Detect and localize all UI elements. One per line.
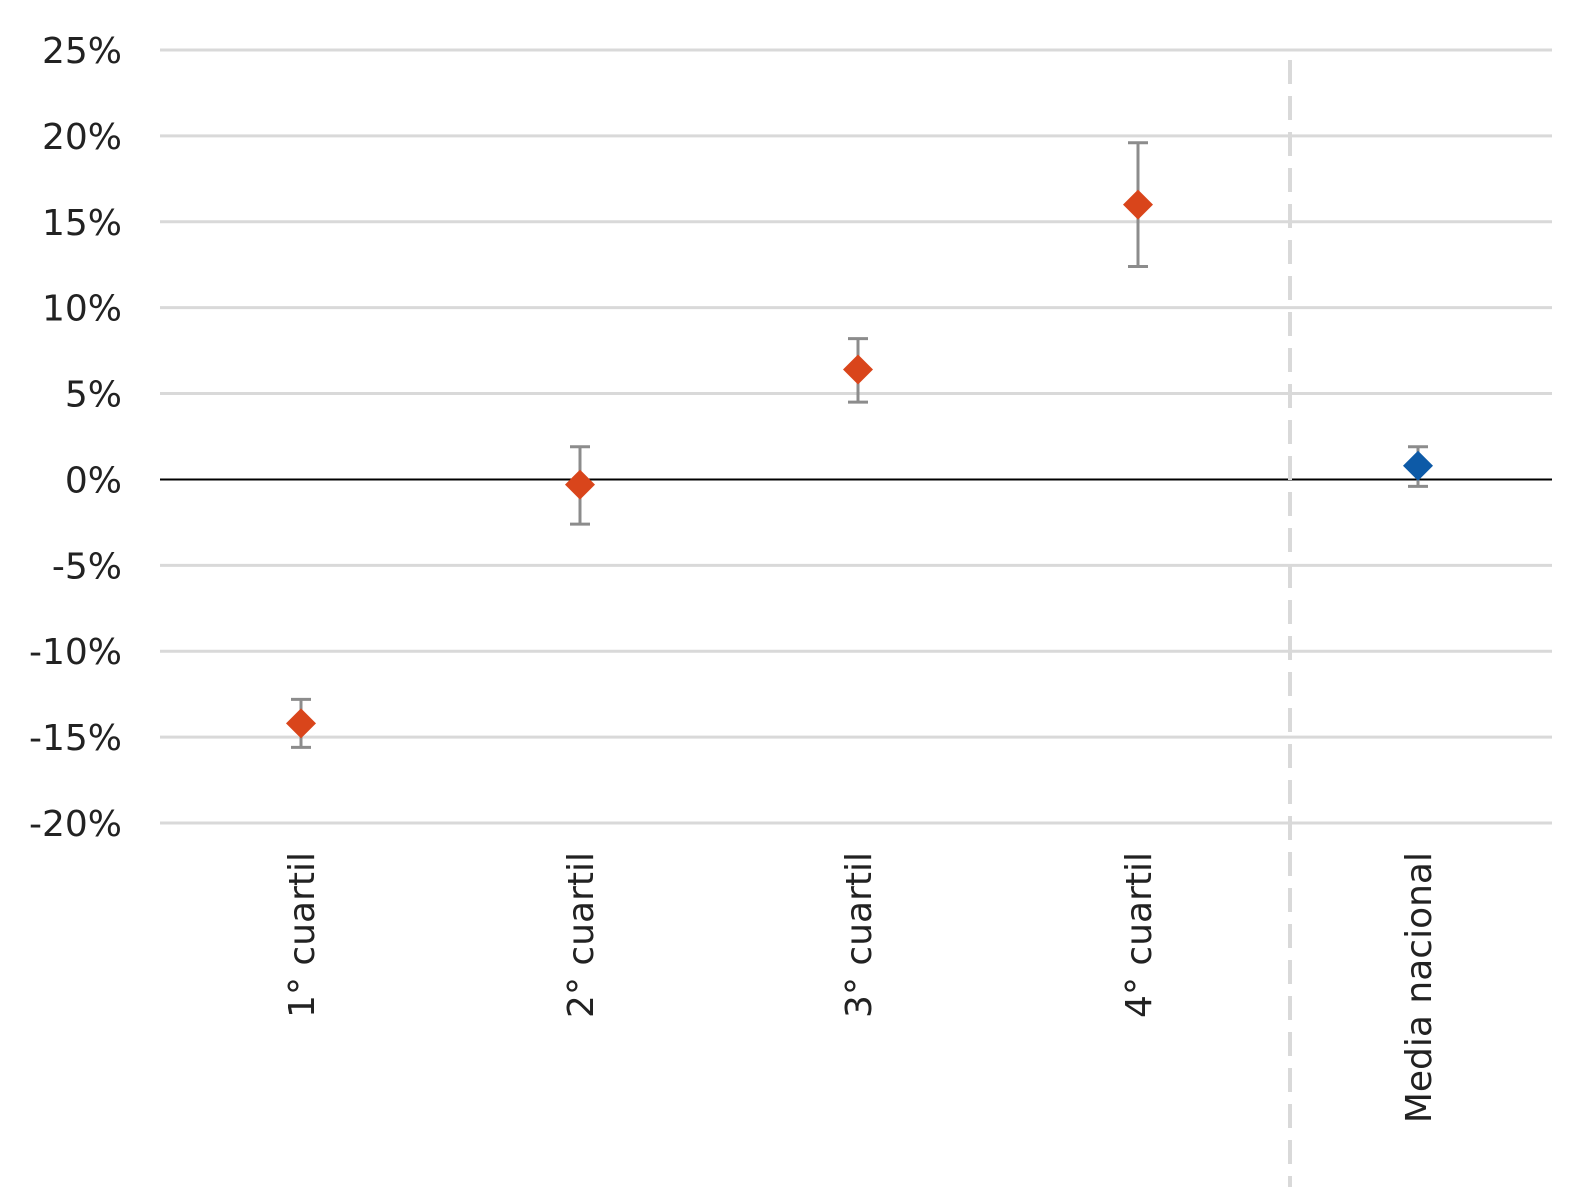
x-axis: 1° cuartil 2° cuartil 3° cuartil 4° cuartil… [282,852,1440,1123]
data-point-marker [1403,450,1433,481]
data-point-marker [843,354,873,385]
y-tick-label: -20% [29,804,122,845]
data-points [286,189,1433,739]
y-tick-label: 5% [65,375,122,416]
y-tick-label: -5% [52,546,122,587]
y-tick-label: -10% [29,632,122,673]
data-point-marker [1123,189,1153,220]
y-axis: 25% 20% 15% 10% 5% 0% -5% -10% -15% -20% [29,31,122,845]
x-category-label: 4° cuartil [1119,852,1160,1018]
y-tick-label: -15% [29,718,122,759]
x-category-label: 2° cuartil [561,852,602,1018]
gridlines [160,48,1552,825]
x-category-label: 3° cuartil [839,852,880,1018]
y-tick-label: 20% [42,117,122,158]
y-tick-label: 15% [42,203,122,244]
y-tick-label: 10% [42,289,122,330]
y-tick-label: 25% [42,31,122,72]
x-category-label: Media nacional [1399,852,1440,1123]
y-tick-label: 0% [65,460,122,501]
data-point-marker [565,469,595,500]
x-category-label: 1° cuartil [282,852,323,1018]
error-bars [291,141,1428,749]
data-point-marker [286,708,316,739]
